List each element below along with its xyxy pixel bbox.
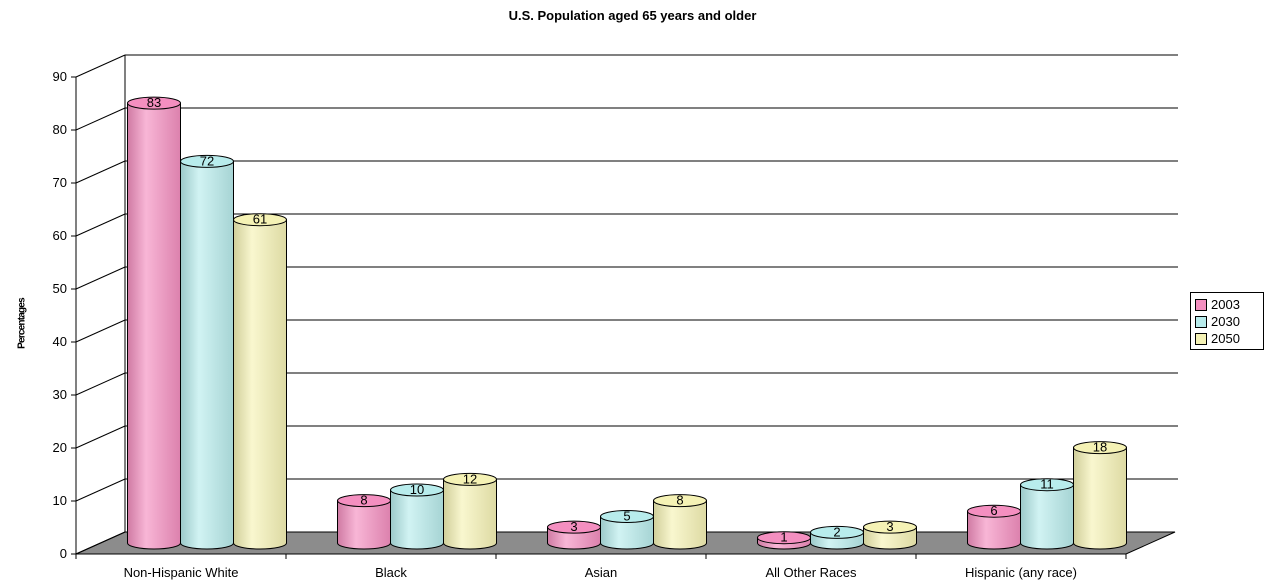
bar-top (863, 520, 917, 534)
y-tick-label: 90 (53, 69, 67, 84)
bar-2030-0 (180, 154, 234, 550)
gridline-side (75, 478, 126, 502)
bar-2003-1 (337, 494, 391, 550)
data-label: 8 (676, 493, 683, 508)
x-tick-label: Non-Hispanic White (124, 565, 239, 580)
bar-2030-4 (1020, 478, 1074, 550)
x-tick-label: Asian (585, 565, 618, 580)
data-label: 5 (623, 509, 630, 524)
bar-2050-3 (863, 520, 917, 550)
bar-body (337, 500, 391, 550)
bar-body (443, 478, 497, 550)
bar-body (180, 160, 234, 550)
y-tick-label: 60 (53, 228, 67, 243)
y-tick-label: 30 (53, 387, 67, 402)
bar-top (233, 213, 287, 227)
y-tick-label: 70 (53, 175, 67, 190)
data-label: 83 (147, 95, 161, 110)
bar-top (653, 494, 707, 508)
gridline-side (75, 54, 126, 78)
y-tick-label: 40 (53, 334, 67, 349)
gridline-side (75, 372, 126, 396)
legend-item-2030: 2030 (1195, 313, 1259, 330)
bar-2030-2 (600, 510, 654, 550)
bar-top (127, 96, 181, 110)
legend-item-2003: 2003 (1195, 296, 1259, 313)
gridline-side (75, 213, 126, 237)
bar-2003-4 (967, 504, 1021, 550)
bar-body (390, 489, 444, 550)
y-tick-label: 10 (53, 493, 67, 508)
bar-body (653, 500, 707, 550)
gridline-side (75, 319, 126, 343)
gridline-side (75, 425, 126, 449)
gridline-side (75, 266, 126, 290)
bar-2030-1 (390, 483, 444, 550)
bar-layer (127, 96, 1127, 550)
x-tick-label: Black (375, 565, 407, 580)
bar-top (180, 154, 234, 168)
bar-body (600, 516, 654, 550)
y-tick-label: 80 (53, 122, 67, 137)
gridline-side (75, 107, 126, 131)
data-label: 3 (570, 519, 577, 534)
x-tick-label: Hispanic (any race) (965, 565, 1077, 580)
bar-2003-2 (547, 520, 601, 550)
bar-body (967, 510, 1021, 550)
bar-2050-4 (1073, 441, 1127, 550)
bar-2003-0 (127, 96, 181, 550)
y-tick-label: 50 (53, 281, 67, 296)
data-label: 1 (780, 530, 787, 545)
gridline-side (75, 160, 126, 184)
data-label: 12 (463, 471, 477, 486)
bar-top (443, 472, 497, 486)
bar-2003-3 (757, 531, 811, 550)
data-label: 18 (1093, 440, 1107, 455)
data-label: 61 (253, 212, 267, 227)
data-label: 11 (1040, 477, 1054, 492)
data-label: 72 (200, 153, 214, 168)
legend: 2003 2030 2050 (1190, 292, 1264, 350)
gridline-side (75, 531, 126, 555)
data-label: 2 (833, 524, 840, 539)
bar-body (1020, 484, 1074, 550)
data-label: 3 (886, 519, 893, 534)
legend-label-2050: 2050 (1211, 331, 1240, 346)
data-label: 8 (360, 493, 367, 508)
bar-body (127, 102, 181, 550)
legend-swatch-2050 (1195, 332, 1207, 345)
bar-body (233, 219, 287, 550)
legend-label-2003: 2003 (1211, 297, 1240, 312)
data-label: 10 (410, 482, 424, 497)
data-label: 6 (990, 503, 997, 518)
legend-item-2050: 2050 (1195, 330, 1259, 347)
bar-top (1073, 441, 1127, 455)
legend-label-2030: 2030 (1211, 314, 1240, 329)
x-tick-label: All Other Races (765, 565, 857, 580)
bar-2050-1 (443, 472, 497, 550)
bar-2050-2 (653, 494, 707, 550)
bar-body (1073, 447, 1127, 550)
bar-2050-0 (233, 213, 287, 550)
y-tick-label: 20 (53, 440, 67, 455)
y-tick-label: 0 (60, 546, 67, 561)
axis-layer: 0 10 20 30 40 50 60 70 80 90 Non-Hispanic White Bla… (53, 69, 1127, 580)
legend-swatch-2030 (1195, 315, 1207, 328)
legend-swatch-2003 (1195, 298, 1207, 311)
chart-title: U.S. Population aged 65 years and older (508, 8, 757, 23)
